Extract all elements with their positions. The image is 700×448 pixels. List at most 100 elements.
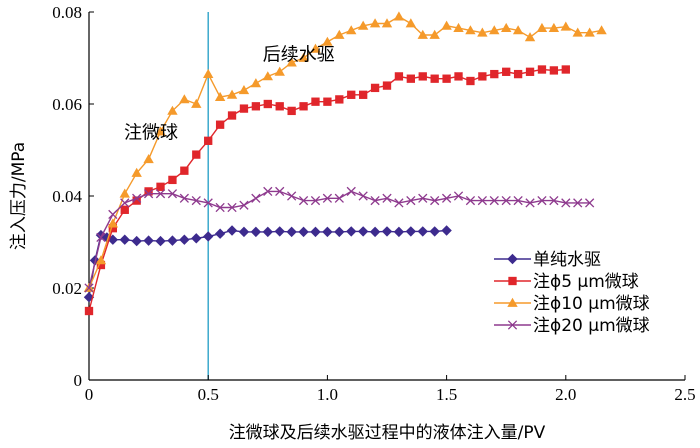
diamond-marker xyxy=(226,225,238,236)
legend-label: 注ϕ20 μm微球 xyxy=(533,316,650,336)
square-marker xyxy=(132,196,141,205)
y-tick-label: 0 xyxy=(74,371,83,390)
triangle-marker xyxy=(119,188,130,198)
annotation-inject-microsphere: 注微球 xyxy=(124,123,178,144)
x-marker xyxy=(251,193,261,203)
square-marker xyxy=(478,72,487,81)
square-marker xyxy=(549,66,559,75)
square-marker xyxy=(108,224,117,233)
triangle-marker xyxy=(453,22,464,32)
triangle-marker xyxy=(214,91,226,101)
diamond-marker xyxy=(393,226,405,238)
diamond-marker xyxy=(214,228,226,239)
annotation-subsequent-waterflood: 后续水驱 xyxy=(263,44,335,65)
legend-marker-x xyxy=(507,320,518,330)
diamond-marker xyxy=(298,226,309,238)
triangle-marker xyxy=(226,89,238,99)
legend-marker-diamond xyxy=(507,253,518,265)
x-marker xyxy=(275,186,285,197)
x-marker xyxy=(96,232,106,243)
square-marker xyxy=(180,166,189,175)
square-marker xyxy=(508,276,517,286)
diamond-marker xyxy=(203,231,214,242)
diamond-marker xyxy=(238,226,250,238)
x-marker xyxy=(155,189,166,199)
y-axis-title: 注入压力/MPa xyxy=(9,142,29,250)
square-marker xyxy=(156,182,165,191)
triangle-marker xyxy=(322,36,333,46)
legend-label: 注ϕ5 μm微球 xyxy=(533,272,639,292)
x-marker xyxy=(203,198,213,208)
diamond-marker xyxy=(167,235,178,246)
square-marker xyxy=(382,81,392,90)
diamond-marker xyxy=(155,235,166,247)
x-marker xyxy=(167,189,178,199)
diamond-marker xyxy=(179,234,190,245)
square-marker xyxy=(466,76,475,86)
diamond-marker xyxy=(143,235,154,246)
triangle-marker xyxy=(405,18,417,28)
triangle-marker xyxy=(334,29,345,39)
triangle-marker xyxy=(584,27,595,37)
x-marker xyxy=(239,200,249,210)
diamond-marker xyxy=(381,226,393,237)
diamond-marker xyxy=(429,226,440,237)
x-marker xyxy=(382,193,392,203)
square-marker xyxy=(275,102,284,111)
triangle-marker xyxy=(512,25,524,35)
square-marker xyxy=(406,74,415,83)
y-tick-label: 0.02 xyxy=(52,279,82,298)
x-marker xyxy=(215,202,225,213)
series-layer xyxy=(83,11,607,316)
x-marker xyxy=(191,195,201,206)
series-line xyxy=(88,229,447,298)
triangle-marker xyxy=(298,52,309,62)
square-marker xyxy=(299,102,308,111)
triangle-marker xyxy=(357,20,369,30)
legend-label: 单纯水驱 xyxy=(533,250,601,270)
diamond-marker xyxy=(334,226,345,238)
x-marker xyxy=(418,193,428,203)
y-tick-label: 0.04 xyxy=(52,187,82,206)
square-marker xyxy=(525,67,535,76)
legend-entry-5um: 注ϕ5 μm微球 xyxy=(494,272,639,292)
square-marker xyxy=(359,90,368,99)
diamond-marker xyxy=(250,226,262,238)
square-marker xyxy=(192,150,201,159)
square-marker xyxy=(442,74,451,83)
x-tick-label: 2.0 xyxy=(555,385,576,404)
diamond-marker xyxy=(310,226,321,238)
triangle-marker xyxy=(393,11,405,21)
x-marker xyxy=(561,198,571,208)
x-tick-label: 0.5 xyxy=(198,385,219,404)
diamond-marker xyxy=(417,226,428,237)
diamond-marker xyxy=(369,226,381,238)
square-marker xyxy=(561,65,570,74)
square-marker xyxy=(513,69,523,79)
legend-marker-triangle xyxy=(507,297,518,307)
triangle-marker xyxy=(167,105,178,115)
triangle-marker xyxy=(250,78,262,88)
x-tick-label: 1.5 xyxy=(436,385,457,404)
square-marker xyxy=(84,306,94,316)
series-3 xyxy=(84,186,595,293)
triangle-marker xyxy=(441,20,452,30)
triangle-marker xyxy=(203,68,214,78)
square-marker xyxy=(287,106,296,116)
square-marker xyxy=(144,187,153,196)
square-marker xyxy=(251,102,261,111)
triangle-marker xyxy=(501,22,512,32)
triangle-marker xyxy=(536,22,548,32)
triangle-marker xyxy=(548,22,560,32)
square-marker xyxy=(370,83,380,93)
diamond-marker xyxy=(405,226,417,237)
diamond-marker xyxy=(507,253,518,265)
triangle-marker xyxy=(369,18,381,28)
diamond-marker xyxy=(357,226,369,237)
diamond-marker xyxy=(322,226,333,238)
triangle-marker xyxy=(524,32,536,42)
x-marker xyxy=(227,202,237,213)
triangle-marker xyxy=(179,94,190,104)
triangle-marker xyxy=(560,21,571,31)
x-marker xyxy=(179,193,189,203)
